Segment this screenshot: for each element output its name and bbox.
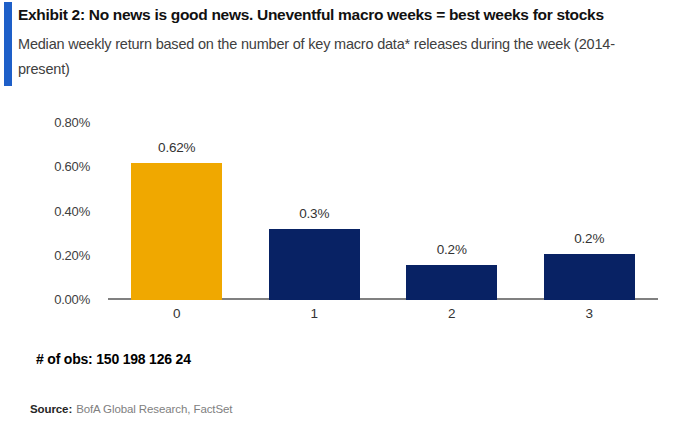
x-tick-label: 3	[544, 306, 634, 321]
bar-2	[406, 265, 497, 300]
x-tick-label: 0	[132, 306, 222, 321]
bar-0	[131, 163, 222, 300]
y-tick-label: 0.40%	[38, 204, 90, 219]
source-label: Source:	[30, 403, 72, 415]
source-line: Source: BofA Global Research, FactSet	[30, 403, 232, 415]
bar-value-label: 0.2%	[407, 242, 497, 257]
title-accent-bar	[4, 2, 12, 86]
subtitle-line-2: present)	[18, 57, 694, 82]
bar-value-label: 0.3%	[269, 206, 359, 221]
x-tick-label: 1	[269, 306, 359, 321]
exhibit-subtitle: Median weekly return based on the number…	[18, 32, 694, 82]
y-tick-label: 0.20%	[38, 248, 90, 263]
bar-value-label: 0.2%	[544, 231, 634, 246]
y-tick-label: 0.80%	[38, 115, 90, 130]
bar-3	[544, 254, 635, 300]
subtitle-line-1: Median weekly return based on the number…	[18, 32, 694, 57]
source-text: BofA Global Research, FactSet	[76, 403, 232, 415]
obs-note: # of obs: 150 198 126 24	[36, 351, 191, 367]
bar-1	[269, 229, 360, 300]
bar-value-label: 0.62%	[132, 140, 222, 155]
exhibit-title: Exhibit 2: No news is good news. Unevent…	[18, 5, 694, 25]
x-axis-line	[108, 298, 658, 300]
x-tick-label: 2	[407, 306, 497, 321]
y-tick-label: 0.60%	[38, 159, 90, 174]
y-tick-label: 0.00%	[38, 292, 90, 307]
